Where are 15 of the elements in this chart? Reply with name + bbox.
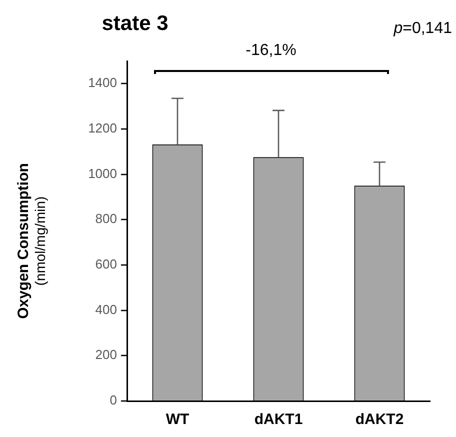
y-tick-label: 800 xyxy=(95,211,117,226)
y-tick-label: 0 xyxy=(110,392,117,408)
y-axis-title: Oxygen Consumption (nmol/mg/min) xyxy=(15,163,48,319)
y-tick-label: 1200 xyxy=(88,120,117,136)
y-tick-label: 400 xyxy=(95,302,117,317)
x-tick-label: dAKT2 xyxy=(355,411,404,428)
text: -16,1% xyxy=(246,42,296,59)
text: p=0,141 xyxy=(392,20,452,37)
chart-title: state 3 xyxy=(102,12,168,35)
y-tick-label: 200 xyxy=(95,347,117,362)
y-tick-label: 600 xyxy=(95,256,117,272)
y-tick-label: 1400 xyxy=(88,75,117,90)
x-tick-label: WT xyxy=(166,411,190,428)
x-tick-label: dAKT1 xyxy=(254,411,303,428)
y-tick-label: 1000 xyxy=(88,166,117,181)
